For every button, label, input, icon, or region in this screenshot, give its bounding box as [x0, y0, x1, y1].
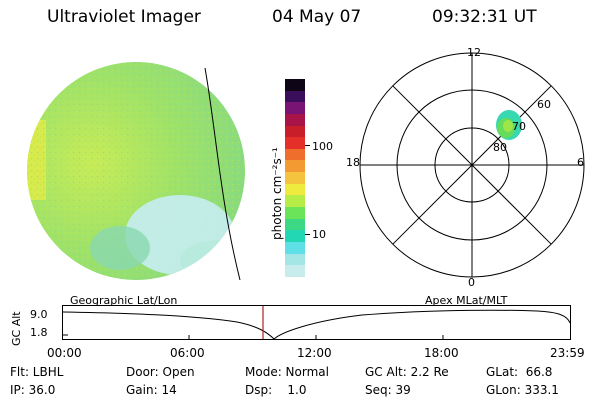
mlt-label-0: 0 — [468, 276, 475, 289]
status-flt: Flt: LBHL — [10, 365, 64, 379]
colorbar-segment — [285, 102, 305, 114]
colorbar-segment — [285, 148, 305, 161]
colorbar-segment — [285, 90, 305, 103]
status-mode: Mode: Normal — [245, 365, 329, 379]
geographic-label: Geographic Lat/Lon — [70, 294, 178, 307]
instrument-title: Ultraviolet Imager — [47, 7, 201, 27]
status-glon: GLon: 333.1 — [486, 383, 559, 397]
colorbar-unit-label: photon cm⁻²s⁻¹ — [270, 147, 284, 240]
status-dsp: Dsp: 1.0 — [245, 383, 307, 397]
date-label: 04 May 07 — [272, 7, 362, 27]
status-ip: IP: 36.0 — [10, 383, 56, 397]
status-glat: GLat: 66.8 — [486, 365, 553, 379]
status-gc-alt: GC Alt: 2.2 Re — [365, 365, 449, 379]
colorbar-segment — [285, 207, 305, 219]
colorbar — [285, 79, 310, 277]
lat-label-70: 70 — [512, 120, 526, 133]
colorbar-segment — [285, 137, 305, 149]
apex-label: Apex MLat/MLT — [425, 294, 508, 307]
y-tick-1-8: 1.8 — [30, 326, 48, 339]
time-label: 09:32:31 UT — [432, 7, 537, 27]
status-door: Door: Open — [126, 365, 195, 379]
colorbar-tick-10: 10 — [312, 228, 326, 241]
gc-alt-axis-label: GC Alt — [10, 311, 23, 346]
time-tick-1800: 18:00 — [424, 346, 459, 360]
mlt-label-6: 6 — [577, 156, 584, 169]
colorbar-segment — [285, 183, 305, 196]
mlt-label-18: 18 — [346, 156, 360, 169]
orbit-plot — [62, 305, 571, 340]
colorbar-tick-100: 100 — [312, 140, 333, 153]
time-tick-2359: 23:59 — [550, 346, 585, 360]
lat-label-60: 60 — [537, 98, 551, 111]
time-tick-1200: 12:00 — [297, 346, 332, 360]
polar-plot — [359, 52, 585, 278]
colorbar-segment — [285, 241, 305, 254]
lat-label-80: 80 — [493, 141, 507, 154]
y-tick-9: 9.0 — [30, 308, 48, 321]
colorbar-segment — [285, 125, 305, 138]
colorbar-segment — [285, 195, 305, 208]
terminator-line — [204, 67, 241, 281]
aurora-blob — [496, 110, 522, 140]
status-seq: Seq: 39 — [365, 383, 411, 397]
colorbar-segment — [285, 172, 305, 184]
colorbar-segment — [285, 265, 305, 277]
mlt-label-12: 12 — [467, 46, 481, 59]
colorbar-segment — [285, 218, 305, 231]
colorbar-segment — [285, 230, 305, 242]
time-tick-0600: 06:00 — [170, 346, 205, 360]
colorbar-segment — [285, 160, 305, 173]
colorbar-segment — [285, 113, 305, 126]
globe-image — [27, 62, 245, 281]
time-tick-0000: 00:00 — [47, 346, 82, 360]
altitude-curve — [62, 309, 571, 340]
colorbar-segment — [285, 253, 305, 266]
colorbar-segment — [285, 79, 305, 91]
status-gain: Gain: 14 — [126, 383, 177, 397]
